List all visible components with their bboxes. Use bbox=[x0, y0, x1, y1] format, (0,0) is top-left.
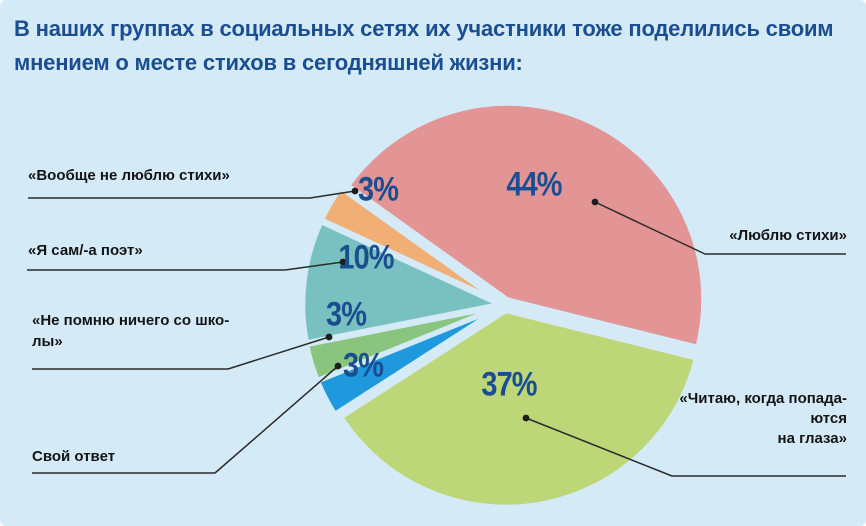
leader-dot-lime bbox=[522, 414, 530, 422]
leader-dot-blue bbox=[334, 362, 342, 370]
chart-title-line1: В наших группах в социальных сетях их уч… bbox=[14, 16, 834, 41]
callout-blue-line1: Свой ответ bbox=[32, 448, 116, 465]
chart-title-line2: мнением о месте стихов в сегодняшней жиз… bbox=[14, 50, 523, 75]
callout-orange: «Вообще не люблю стихи» bbox=[28, 165, 230, 186]
callout-pink: «Люблю стихи» bbox=[729, 226, 847, 246]
percent-label-blue: 3% bbox=[342, 346, 384, 385]
callout-teal-line1: «Я сам/-а поэт» bbox=[28, 242, 143, 259]
callout-orange-line1: «Вообще не люблю стихи» bbox=[28, 167, 230, 184]
callout-green: «Не помню ничего со шко- лы» bbox=[32, 310, 229, 352]
percent-label-lime: 37% bbox=[481, 365, 537, 404]
chart-title: В наших группах в социальных сетях их уч… bbox=[14, 12, 858, 80]
callout-pink-line1: «Люблю стихи» bbox=[729, 227, 847, 244]
leader-orange bbox=[28, 190, 356, 199]
percent-label-teal: 10% bbox=[338, 238, 394, 277]
callout-green-line2: лы» bbox=[32, 333, 63, 350]
percent-label-orange: 3% bbox=[357, 170, 399, 209]
callout-green-line1: «Не помню ничего со шко- bbox=[32, 312, 230, 329]
callout-lime-line1: «Читаю, когда попада- bbox=[679, 390, 847, 407]
callout-lime-line2: ются bbox=[810, 410, 847, 427]
percent-label-pink: 44% bbox=[506, 165, 562, 204]
leader-teal bbox=[27, 261, 344, 271]
pie-slice-pink bbox=[345, 101, 706, 350]
percent-label-green: 3% bbox=[325, 295, 367, 334]
leader-dot-pink bbox=[591, 198, 599, 206]
callout-teal: «Я сам/-а поэт» bbox=[28, 240, 143, 261]
callout-lime: «Читаю, когда попада- ются на глаза» bbox=[679, 389, 847, 449]
callout-lime-line3: на глаза» bbox=[777, 430, 847, 447]
callout-blue: Свой ответ bbox=[32, 446, 115, 467]
pie-slice-lime bbox=[338, 308, 699, 510]
leader-dot-green bbox=[325, 333, 333, 341]
